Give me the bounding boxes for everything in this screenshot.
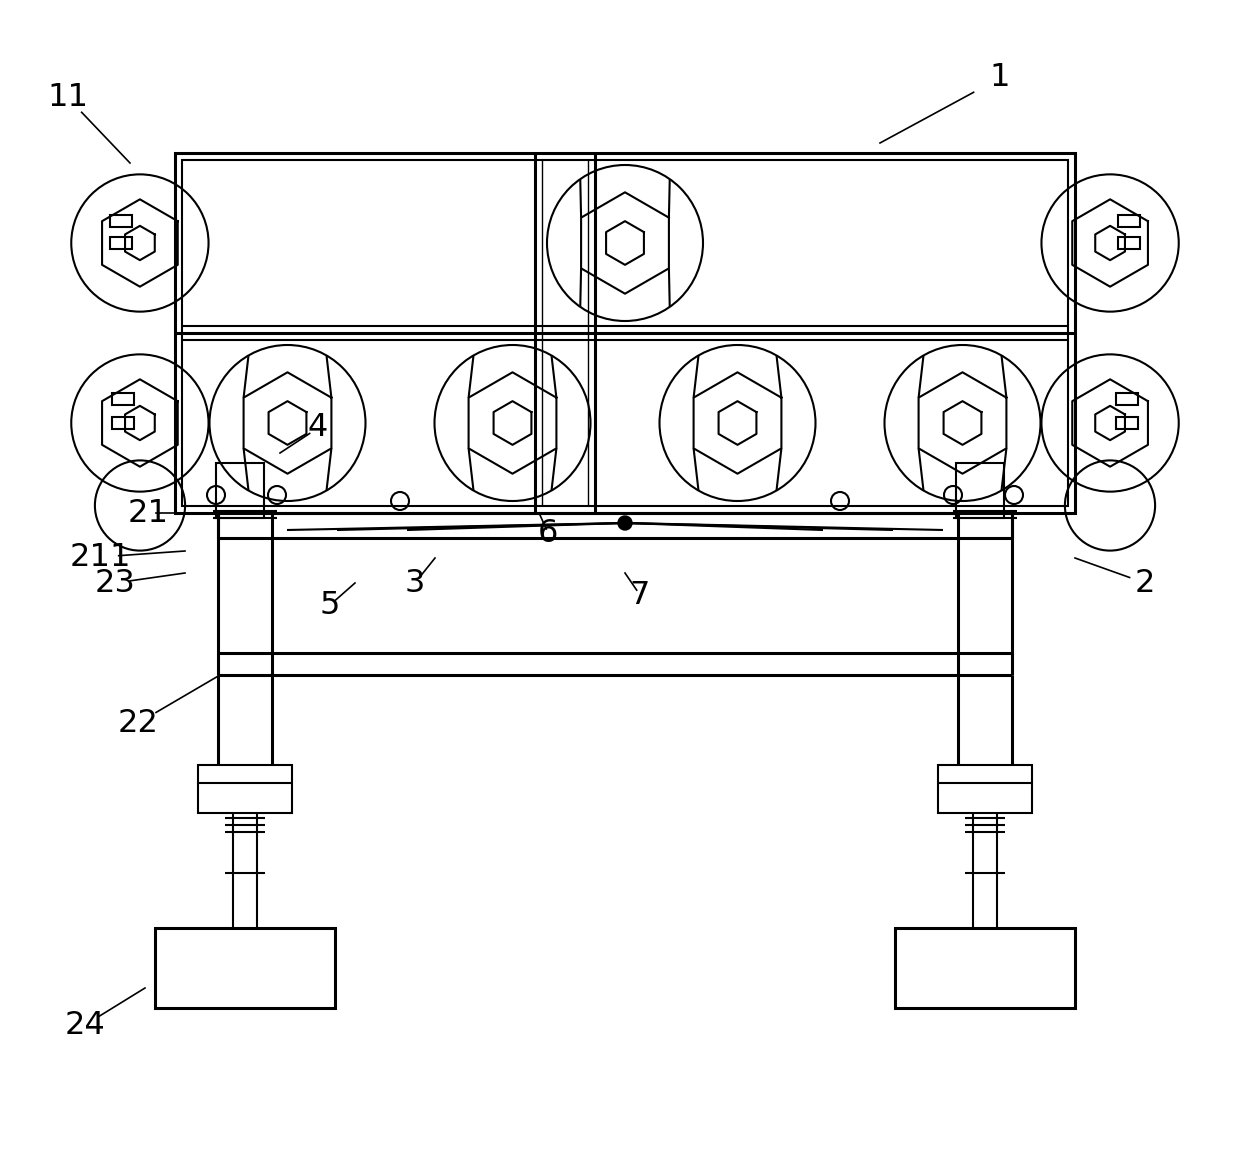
Text: 4: 4 — [308, 413, 329, 443]
Bar — [216, 463, 264, 518]
Bar — [155, 928, 335, 1008]
Bar — [110, 215, 131, 228]
Bar — [1116, 416, 1138, 429]
Text: 2: 2 — [1135, 568, 1156, 598]
Bar — [1118, 215, 1140, 228]
Circle shape — [618, 516, 632, 530]
Text: 23: 23 — [94, 568, 135, 598]
Text: 1: 1 — [990, 62, 1011, 94]
Bar — [198, 765, 291, 813]
Text: 211: 211 — [69, 542, 130, 572]
Text: 3: 3 — [404, 568, 425, 598]
Bar — [956, 463, 1004, 518]
Bar — [1116, 393, 1138, 405]
Text: 6: 6 — [538, 517, 558, 549]
Text: 5: 5 — [320, 590, 340, 621]
Bar — [895, 928, 1075, 1008]
Bar — [175, 152, 1075, 513]
Bar — [1118, 237, 1140, 249]
Bar — [937, 765, 1032, 813]
Text: 21: 21 — [128, 497, 169, 529]
Bar — [110, 237, 131, 249]
Text: 11: 11 — [47, 82, 88, 114]
Bar — [182, 160, 1068, 506]
Text: 24: 24 — [64, 1010, 105, 1040]
Bar — [112, 416, 134, 429]
Text: 7: 7 — [630, 579, 650, 610]
Text: 22: 22 — [118, 707, 159, 739]
Bar — [112, 393, 134, 405]
